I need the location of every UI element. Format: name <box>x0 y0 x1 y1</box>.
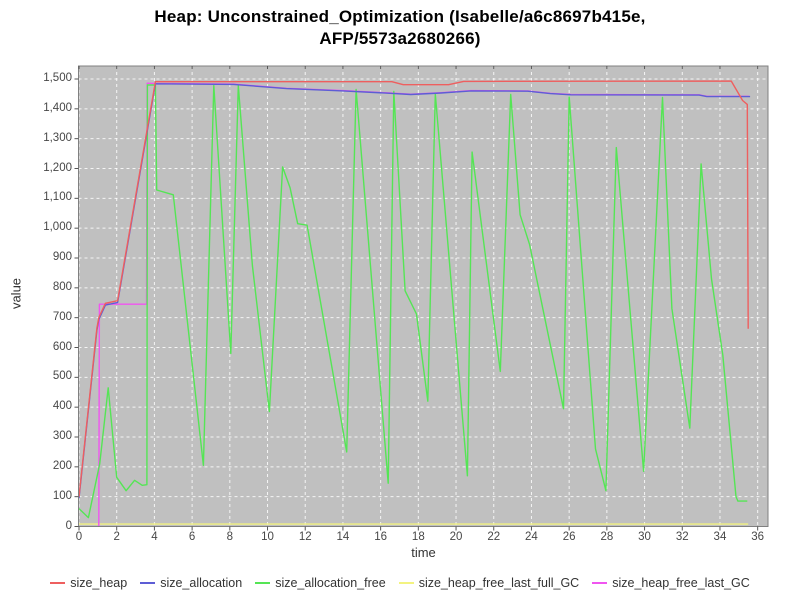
y-tick-label-500: 500 <box>52 370 72 383</box>
legend-item-size_allocation_free: size_allocation_free <box>255 576 386 590</box>
x-tick-label-14: 14 <box>336 531 350 543</box>
y-tick-label-1,300: 1,300 <box>43 131 72 144</box>
y-tick-label-0: 0 <box>65 519 72 532</box>
y-tick-label-900: 900 <box>52 251 72 263</box>
y-tick-label-1,100: 1,100 <box>43 191 72 204</box>
x-tick-label-28: 28 <box>600 531 614 543</box>
x-tick-label-34: 34 <box>713 531 727 543</box>
x-axis-title: time <box>411 545 436 560</box>
x-tick-label-2: 2 <box>113 531 120 543</box>
y-tick-label-300: 300 <box>52 430 72 442</box>
legend-item-size_heap: size_heap <box>50 576 127 590</box>
y-axis-title: value <box>8 277 24 310</box>
legend-label-size_allocation: size_allocation <box>160 576 243 590</box>
series-size_allocation_free <box>78 84 748 519</box>
x-tick-label-16: 16 <box>374 531 388 543</box>
y-tick-label-200: 200 <box>52 459 72 472</box>
legend-swatch-size_heap_free_last_GC <box>592 582 608 584</box>
series-size_allocation <box>78 83 751 499</box>
x-tick-label-32: 32 <box>675 531 689 543</box>
x-tick-label-4: 4 <box>151 531 158 543</box>
y-tick-label-700: 700 <box>52 310 72 323</box>
y-tick-label-1,200: 1,200 <box>43 161 72 174</box>
legend-swatch-size_allocation <box>140 582 156 584</box>
chart-plot-area <box>74 65 769 531</box>
chart-title-line1: Heap: Unconstrained_Optimization (Isabel… <box>154 7 646 26</box>
y-tick-label-100: 100 <box>52 489 72 502</box>
x-tick-label-26: 26 <box>562 531 576 543</box>
legend-item-size_allocation: size_allocation <box>140 576 242 590</box>
legend-swatch-size_heap_free_last_full_GC <box>398 582 414 584</box>
x-tick-label-18: 18 <box>411 531 425 543</box>
x-tick-label-10: 10 <box>261 531 274 543</box>
legend-item-size_heap_free_last_full_GC: size_heap_free_last_full_GC <box>398 576 580 590</box>
x-tick-label-36: 36 <box>751 531 765 543</box>
legend-label-size_heap_free_last_full_GC: size_heap_free_last_full_GC <box>418 576 580 590</box>
y-tick-label-1,400: 1,400 <box>43 101 72 114</box>
x-tick-label-20: 20 <box>449 531 463 543</box>
plot-border <box>78 65 769 527</box>
legend-label-size_heap_free_last_GC: size_heap_free_last_GC <box>612 576 750 590</box>
chart-legend: size_heap size_allocation size_allocation_… <box>0 576 800 590</box>
y-tick-label-1,000: 1,000 <box>43 221 72 234</box>
x-tick-label-22: 22 <box>487 531 501 543</box>
x-tick-label-8: 8 <box>226 531 234 543</box>
y-tick-label-400: 400 <box>52 400 72 413</box>
y-tick-label-800: 800 <box>52 280 72 293</box>
legend-label-size_heap: size_heap <box>70 576 128 590</box>
chart-title-line2: AFP/5573a2680266) <box>319 29 481 48</box>
x-tick-label-30: 30 <box>638 531 651 543</box>
legend-swatch-size_allocation_free <box>255 582 271 584</box>
legend-label-size_allocation_free: size_allocation_free <box>275 576 386 590</box>
x-tick-label-6: 6 <box>188 531 196 543</box>
y-tick-label-1,500: 1,500 <box>43 72 72 84</box>
x-tick-label-24: 24 <box>525 531 538 543</box>
x-tick-label-0: 0 <box>75 531 83 543</box>
legend-item-size_heap_free_last_GC: size_heap_free_last_GC <box>592 576 750 590</box>
y-tick-label-600: 600 <box>52 340 72 353</box>
x-tick-label-12: 12 <box>298 531 312 543</box>
legend-swatch-size_heap <box>50 582 66 584</box>
series-size_heap <box>78 80 749 497</box>
